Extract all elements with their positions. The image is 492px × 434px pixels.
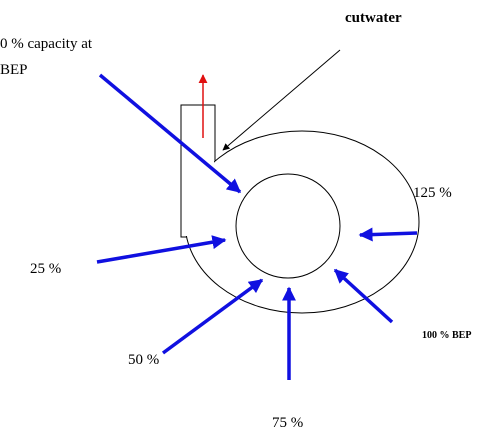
label: cutwater: [345, 10, 402, 26]
blue-arrow: [333, 268, 394, 324]
label: 125 %: [413, 185, 452, 201]
blue-arrow: [358, 227, 418, 242]
label: 100 % BEP: [422, 330, 471, 341]
label: 0 % capacity at: [0, 36, 93, 52]
blue-arrow: [98, 73, 242, 194]
label: 75 %: [272, 415, 303, 431]
blue-arrow: [96, 235, 227, 264]
impeller: [235, 173, 341, 279]
blue-arrow: [161, 278, 264, 355]
label: BEP: [0, 62, 28, 78]
nozzle-mask: [182, 150, 214, 236]
label: 50 %: [128, 352, 159, 368]
cutwater-arrow: [222, 49, 341, 151]
label: 25 %: [30, 261, 61, 277]
